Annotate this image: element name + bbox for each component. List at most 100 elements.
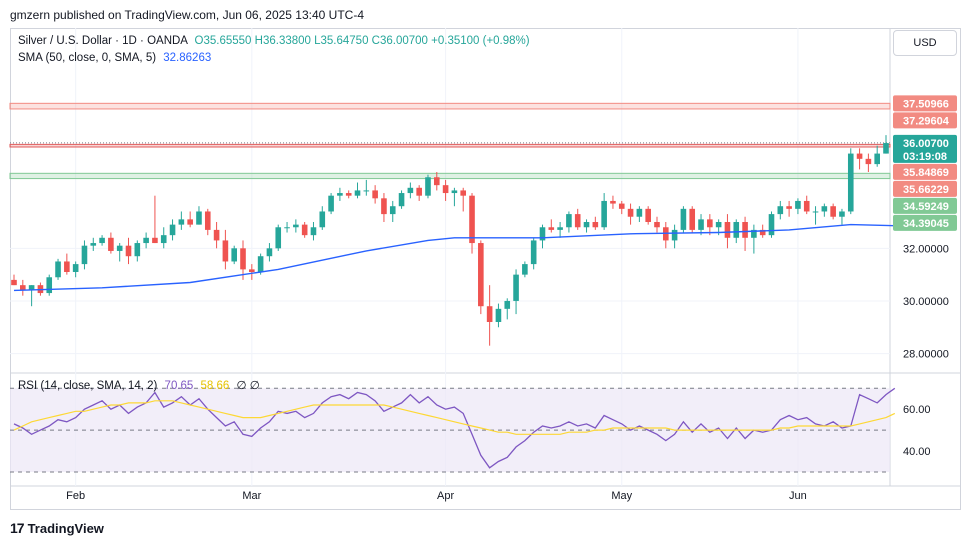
price-label-tag	[893, 95, 957, 112]
candlestick-series	[11, 135, 889, 346]
candle-body	[319, 211, 326, 228]
candle-body	[821, 206, 828, 212]
time-tick-label: May	[611, 490, 632, 502]
candle-body	[284, 227, 290, 229]
candle-body	[275, 227, 282, 249]
candle-body	[504, 300, 511, 309]
candle-body	[231, 248, 238, 262]
price-label-text: 34.39045	[903, 218, 949, 230]
candle-body	[125, 245, 132, 257]
rsi-tick-label: 40.00	[903, 446, 931, 458]
candle-body	[222, 240, 229, 262]
currency-selector[interactable]: USD	[893, 30, 957, 56]
candle-body	[566, 214, 572, 228]
candle-body	[116, 245, 123, 251]
candle-body	[803, 200, 810, 212]
price-tick-label: 30.00000	[903, 296, 949, 308]
time-tick-label: Jun	[789, 490, 807, 502]
rsi-label: RSI (14, close, SMA, 14, 2)	[18, 380, 158, 392]
sma-line	[13, 223, 895, 292]
candle-body	[442, 185, 449, 194]
candle-body	[301, 224, 308, 236]
candle-body	[539, 227, 546, 241]
countdown-label-text: 03:19:08	[903, 151, 947, 163]
candle-body	[733, 222, 740, 238]
price-zone	[9, 172, 891, 180]
candle-body	[416, 187, 422, 196]
candle-body	[257, 256, 264, 272]
rsi-line	[13, 387, 896, 469]
price-tick-label: 32.00000	[903, 243, 949, 255]
price-label-tag	[893, 197, 957, 214]
ohlc-values: O35.65550 H36.33800 L35.64750 C36.00700 …	[194, 35, 530, 47]
footer-brand[interactable]: 17 TradingView	[10, 520, 104, 536]
candle-body	[478, 243, 484, 307]
price-label-tag	[893, 134, 957, 163]
candle-body	[337, 193, 343, 196]
candle-body	[680, 208, 687, 230]
candle-body	[698, 219, 704, 230]
candle-body	[759, 229, 766, 236]
candle-body	[381, 198, 387, 215]
price-label-tag	[893, 163, 957, 180]
candle-body	[169, 224, 176, 236]
candle-body	[557, 227, 563, 230]
price-label-text: 35.66229	[903, 184, 949, 196]
candle-body	[583, 222, 590, 228]
price-tick-label: 28.00000	[903, 349, 949, 361]
published-line: gmzern published on TradingView.com, Jun…	[10, 8, 364, 22]
price-zone	[9, 143, 891, 148]
candle-body	[645, 208, 651, 222]
candle-body	[28, 285, 35, 291]
candle-body	[187, 219, 193, 225]
candle-body	[266, 248, 273, 257]
candle-body	[90, 243, 97, 246]
candle-body	[724, 222, 731, 238]
candle-body	[847, 153, 854, 212]
candle-body	[874, 153, 880, 165]
sma-value: 32.86263	[163, 52, 212, 64]
candle-body	[742, 222, 748, 238]
candle-body	[795, 200, 801, 209]
price-label-text: 36.00700	[903, 138, 949, 150]
tradingview-logo-icon: 17	[10, 520, 25, 536]
candle-body	[689, 208, 696, 230]
legend-sma: SMA (50, close, 0, SMA, 5) 32.86263	[18, 52, 211, 64]
candle-body	[592, 222, 599, 228]
rsi-pane	[10, 387, 896, 473]
price-label-text: 37.29604	[903, 115, 950, 127]
candle-body	[407, 187, 414, 194]
candle-body	[72, 264, 79, 272]
price-zone	[9, 102, 891, 110]
rsi-sma-line	[13, 400, 896, 435]
price-label-text: 35.84869	[903, 167, 949, 179]
candle-body	[530, 240, 537, 265]
candle-body	[345, 193, 352, 196]
sma-50-line	[13, 223, 895, 292]
candle-body	[460, 190, 467, 196]
legend-symbol: Silver / U.S. Dollar · 1D · OANDA O35.65…	[18, 35, 530, 47]
price-label-tag	[893, 214, 957, 231]
candle-body	[196, 211, 202, 225]
candle-body	[751, 229, 757, 238]
candle-body	[495, 308, 502, 322]
time-axis: Feb Mar Apr May Jun	[66, 490, 807, 502]
candle-body	[777, 206, 784, 215]
rsi-extra: ∅ ∅	[236, 380, 260, 392]
candle-body	[715, 222, 722, 228]
candle-body	[522, 264, 528, 275]
candle-body	[240, 248, 246, 270]
candle-body	[46, 277, 53, 294]
symbol-label: Silver / U.S. Dollar · 1D · OANDA	[18, 35, 188, 47]
candle-body	[152, 237, 158, 244]
price-label-tag	[893, 112, 957, 129]
candle-body	[601, 200, 607, 228]
candle-body	[433, 177, 440, 186]
candle-body	[354, 190, 361, 196]
candle-body	[143, 237, 149, 244]
candle-body	[548, 227, 555, 230]
candle-body	[865, 158, 872, 165]
candle-body	[707, 219, 713, 228]
candle-body	[160, 235, 167, 244]
